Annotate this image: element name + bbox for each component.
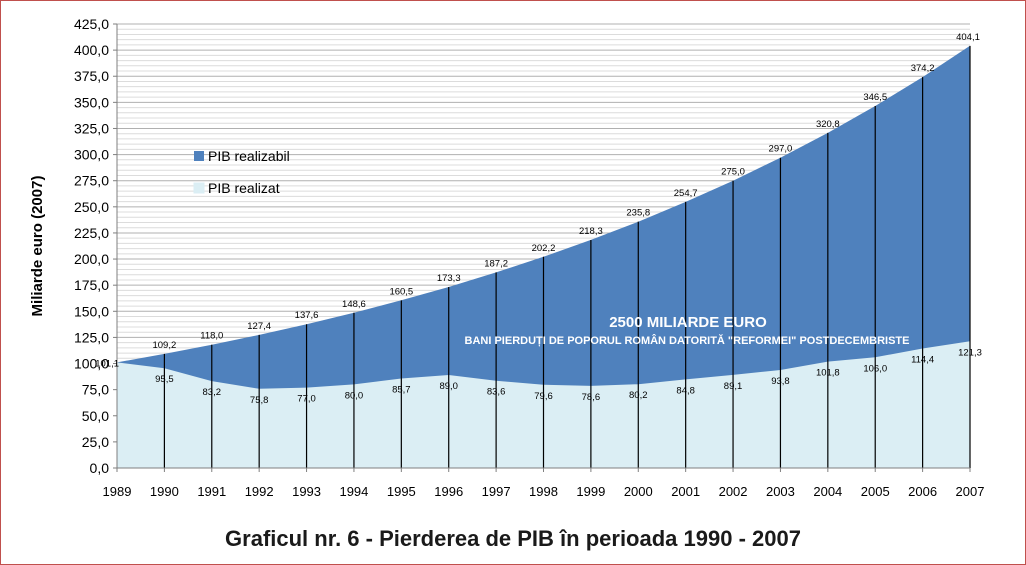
x-tick-label: 1991 xyxy=(197,484,226,499)
annotation-text: BANI PIERDUȚI DE POPORUL ROMÂN DATORITĂ … xyxy=(465,334,910,347)
y-tick-label: 400,0 xyxy=(74,42,109,58)
y-tick-label: 425,0 xyxy=(74,16,109,32)
data-label-realizabil: 109,2 xyxy=(152,340,176,351)
y-tick-label: 175,0 xyxy=(74,277,109,293)
data-label-realizabil: 127,4 xyxy=(247,321,271,332)
y-tick-label: 325,0 xyxy=(74,120,109,136)
x-tick-label: 1993 xyxy=(292,484,321,499)
legend-label: PIB realizabil xyxy=(208,148,290,164)
legend-label: PIB realizat xyxy=(208,180,280,196)
data-label-realizabil: 148,6 xyxy=(342,299,366,310)
data-label-realizabil: 118,0 xyxy=(200,331,223,342)
x-tick-label: 1994 xyxy=(339,484,368,499)
data-label-realizabil: 254,7 xyxy=(674,188,698,199)
data-label-realizat: 84,8 xyxy=(676,385,695,396)
x-tick-label: 1989 xyxy=(103,484,132,499)
data-label-realizat: 93,8 xyxy=(771,376,790,387)
x-tick-label: 1996 xyxy=(434,484,463,499)
y-tick-labels: 0,0 25,0 50,0 75,0 100,0 125,0 150,0 175,0 200,0… xyxy=(74,16,109,476)
y-tick-label: 75,0 xyxy=(82,382,109,398)
data-label-realizabil: 275,0 xyxy=(721,167,745,178)
x-tick-label: 1990 xyxy=(150,484,179,499)
gdp-loss-chart: 0,0 25,0 50,0 75,0 100,0 125,0 150,0 175,0 200,0… xyxy=(29,16,985,499)
y-tick-label: 250,0 xyxy=(74,199,109,215)
y-tick-label: 25,0 xyxy=(82,434,109,450)
y-tick-label: 100,0 xyxy=(74,356,109,372)
data-label-realizabil: 137,6 xyxy=(295,310,319,321)
chart-axes xyxy=(113,23,971,472)
y-tick-label: 50,0 xyxy=(82,408,109,424)
chart-caption: Graficul nr. 6 - Pierderea de PIB în per… xyxy=(225,526,801,551)
y-tick-label: 275,0 xyxy=(74,173,109,189)
data-label-realizabil: 235,8 xyxy=(626,208,650,219)
data-label-realizat: 101,8 xyxy=(816,368,840,379)
data-label-realizabil: 218,3 xyxy=(579,226,603,237)
y-tick-label: 150,0 xyxy=(74,303,109,319)
data-label-realizat: 80,0 xyxy=(345,390,364,401)
data-label-realizat: 83,6 xyxy=(487,387,506,398)
legend-swatch xyxy=(193,182,205,194)
data-label-realizabil: 320,8 xyxy=(816,119,840,130)
data-label-realizabil: 101,1 xyxy=(95,358,119,369)
data-label-realizabil: 404,1 xyxy=(956,32,980,43)
data-label-realizabil: 187,2 xyxy=(484,258,508,269)
data-label-realizat: 114,4 xyxy=(911,354,934,365)
data-label-realizabil: 297,0 xyxy=(769,144,793,155)
y-tick-label: 375,0 xyxy=(74,68,109,84)
x-tick-labels: 1989 1990 1991 1992 1993 1994 1995 1996 1997 1998… xyxy=(103,484,985,499)
x-tick-label: 1995 xyxy=(387,484,416,499)
y-tick-label: 125,0 xyxy=(74,329,109,345)
x-tick-label: 2007 xyxy=(956,484,985,499)
data-label-realizabil: 374,2 xyxy=(911,63,935,74)
year-drop-lines xyxy=(163,45,971,468)
data-label-realizat: 89,1 xyxy=(724,381,743,392)
y-tick-label: 300,0 xyxy=(74,147,109,163)
data-label-realizabil: 346,5 xyxy=(863,92,887,103)
x-tick-label: 1999 xyxy=(576,484,605,499)
x-tick-label: 1992 xyxy=(245,484,274,499)
legend: PIB realizabil PIB realizat xyxy=(193,148,290,196)
data-label-realizat: 106,0 xyxy=(863,363,887,374)
x-tick-label: 2003 xyxy=(766,484,795,499)
data-labels: 101,1 109,2 118,0 127,4 137,6 148,6 160,5 173,3… xyxy=(95,32,982,406)
x-tick-label: 2004 xyxy=(813,484,842,499)
y-axis-title: Miliarde euro (2007) xyxy=(29,176,46,317)
y-tick-label: 0,0 xyxy=(90,460,110,476)
y-tick-label: 350,0 xyxy=(74,94,109,110)
data-label-realizat: 80,2 xyxy=(629,390,648,401)
data-label-realizat: 85,7 xyxy=(392,384,411,395)
x-tick-label: 2002 xyxy=(719,484,748,499)
y-tick-label: 200,0 xyxy=(74,251,109,267)
data-label-realizat: 89,0 xyxy=(439,381,458,392)
data-label-realizabil: 202,2 xyxy=(532,243,556,254)
x-tick-label: 1998 xyxy=(529,484,558,499)
data-label-realizat: 79,6 xyxy=(534,391,553,402)
data-label-realizabil: 160,5 xyxy=(389,286,413,297)
data-label-realizat: 83,2 xyxy=(203,387,222,398)
data-label-realizat: 95,5 xyxy=(155,374,174,385)
data-label-realizabil: 173,3 xyxy=(437,273,461,284)
y-tick-label: 225,0 xyxy=(74,225,109,241)
x-tick-label: 2000 xyxy=(624,484,653,499)
x-tick-label: 2005 xyxy=(861,484,890,499)
annotation-amount: 2500 MILIARDE EURO xyxy=(609,314,767,331)
data-label-realizat: 77,0 xyxy=(297,394,316,405)
data-label-realizat: 78,6 xyxy=(582,392,601,403)
data-label-realizat: 75,8 xyxy=(250,395,269,406)
x-tick-label: 2006 xyxy=(908,484,937,499)
legend-swatch xyxy=(194,151,204,161)
x-tick-label: 1997 xyxy=(482,484,511,499)
data-label-realizat: 121,3 xyxy=(958,347,982,358)
x-tick-label: 2001 xyxy=(671,484,700,499)
